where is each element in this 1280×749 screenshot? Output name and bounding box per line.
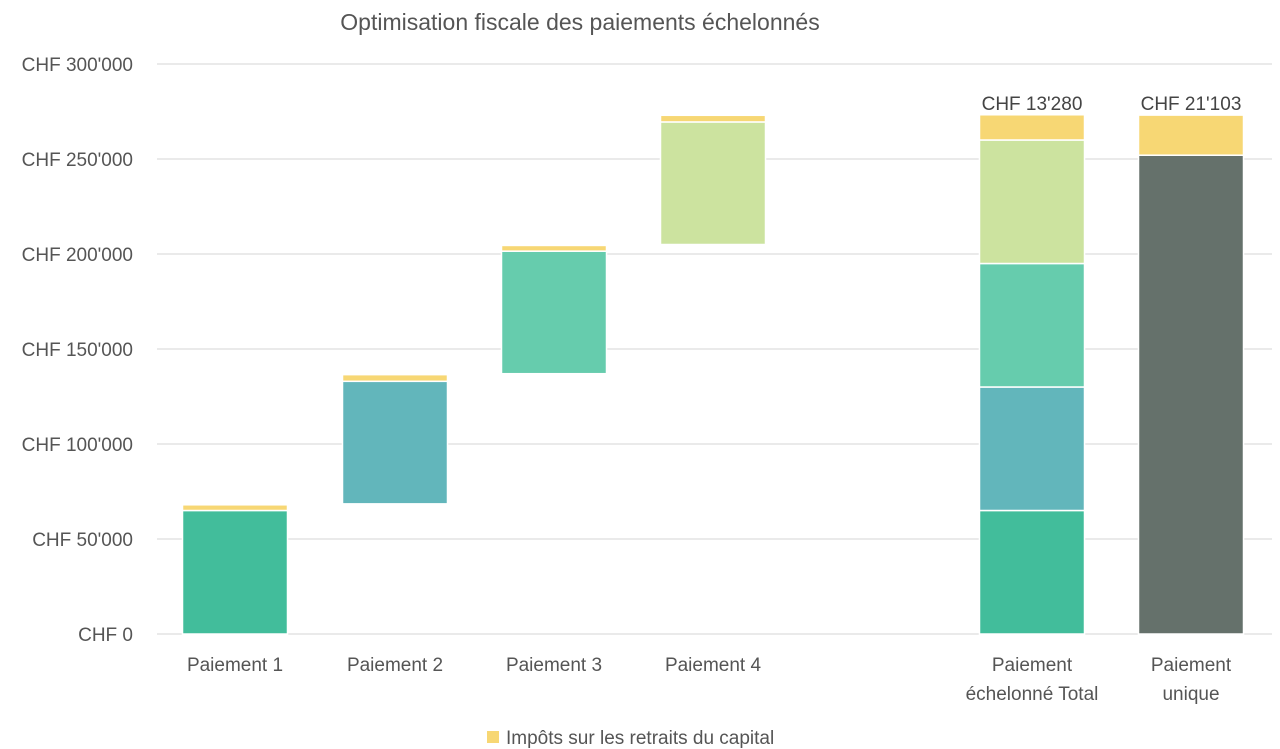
- payment-segment: [978, 509, 1086, 635]
- x-tick-label: unique: [1162, 684, 1219, 705]
- data-labels: CHF 13'280 CHF 21'103: [982, 94, 1242, 115]
- bar-stack: [500, 244, 608, 375]
- x-tick-label: Paiement 1: [187, 655, 283, 676]
- x-tick-label: Paiement 2: [347, 655, 443, 676]
- bar-stack: [1137, 114, 1245, 635]
- legend: Impôts sur les retraits du capital: [487, 728, 774, 749]
- payment-segment: [341, 380, 449, 505]
- bar-stack: [181, 504, 289, 635]
- x-axis-ticks: Paiement 1 Paiement 2 Paiement 3 Paiement 4…: [187, 655, 1232, 705]
- payment-segment: [978, 139, 1086, 265]
- x-tick-label: Paiement: [992, 655, 1073, 676]
- tax-segment: [500, 244, 608, 252]
- tax-segment: [341, 373, 449, 383]
- x-tick-label: Paiement: [1151, 655, 1232, 676]
- y-tick-label: CHF 200'000: [22, 245, 133, 266]
- tax-segment: [978, 114, 1086, 141]
- y-tick-label: CHF 250'000: [22, 150, 133, 171]
- tax-segment: [1137, 114, 1245, 156]
- x-tick-label: Paiement 4: [665, 655, 762, 676]
- y-tick-label: CHF 100'000: [22, 435, 133, 456]
- chart-title: Optimisation fiscale des paiements échel…: [340, 9, 819, 35]
- legend-label-tax: Impôts sur les retraits du capital: [506, 728, 774, 749]
- payment-segment: [659, 121, 767, 246]
- data-label: CHF 21'103: [1141, 94, 1242, 115]
- tax-segment: [181, 504, 289, 512]
- payment-segment: [500, 250, 608, 375]
- y-tick-label: CHF 50'000: [32, 530, 133, 551]
- tax-segment: [659, 114, 767, 123]
- y-tick-label: CHF 150'000: [22, 340, 133, 361]
- payment-segment: [978, 262, 1086, 388]
- legend-swatch-tax: [487, 731, 499, 743]
- x-tick-label: Paiement 3: [506, 655, 602, 676]
- y-tick-label: CHF 0: [78, 625, 133, 646]
- payment-segment: [1137, 154, 1245, 635]
- data-label: CHF 13'280: [982, 94, 1083, 115]
- bars: [181, 114, 1245, 635]
- bar-stack: [341, 373, 449, 505]
- bar-stack: [978, 114, 1086, 635]
- y-tick-label: CHF 300'000: [22, 55, 133, 76]
- bar-stack: [659, 114, 767, 246]
- y-axis-ticks: CHF 0 CHF 50'000 CHF 100'000 CHF 150'000 CHF…: [22, 55, 133, 646]
- x-tick-label: échelonné Total: [966, 684, 1099, 705]
- payment-segment: [978, 386, 1086, 512]
- payment-segment: [181, 509, 289, 635]
